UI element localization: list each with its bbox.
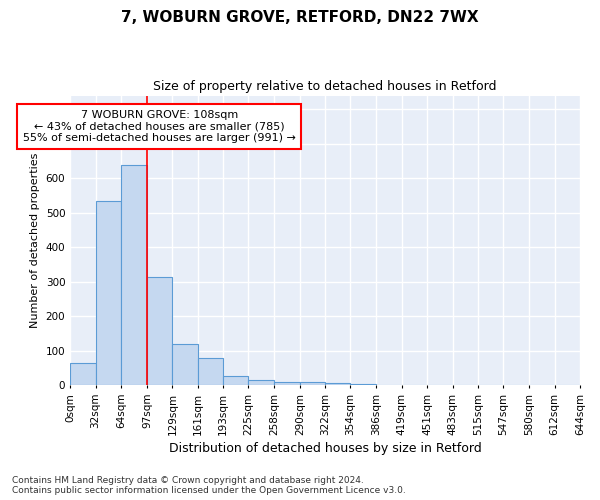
Bar — [197, 358, 223, 386]
Bar — [70, 363, 95, 386]
Title: Size of property relative to detached houses in Retford: Size of property relative to detached ho… — [154, 80, 497, 93]
X-axis label: Distribution of detached houses by size in Retford: Distribution of detached houses by size … — [169, 442, 481, 455]
Bar — [223, 376, 248, 386]
Bar — [95, 201, 121, 386]
Bar — [350, 384, 376, 386]
Bar — [248, 380, 274, 386]
Bar — [300, 382, 325, 386]
Text: 7 WOBURN GROVE: 108sqm
← 43% of detached houses are smaller (785)
55% of semi-de: 7 WOBURN GROVE: 108sqm ← 43% of detached… — [23, 110, 296, 143]
Bar — [325, 382, 350, 386]
Bar — [147, 276, 172, 386]
Y-axis label: Number of detached properties: Number of detached properties — [30, 152, 40, 328]
Bar — [172, 344, 197, 386]
Bar — [274, 382, 300, 386]
Text: 7, WOBURN GROVE, RETFORD, DN22 7WX: 7, WOBURN GROVE, RETFORD, DN22 7WX — [121, 10, 479, 25]
Text: Contains HM Land Registry data © Crown copyright and database right 2024.
Contai: Contains HM Land Registry data © Crown c… — [12, 476, 406, 495]
Bar — [121, 164, 147, 386]
